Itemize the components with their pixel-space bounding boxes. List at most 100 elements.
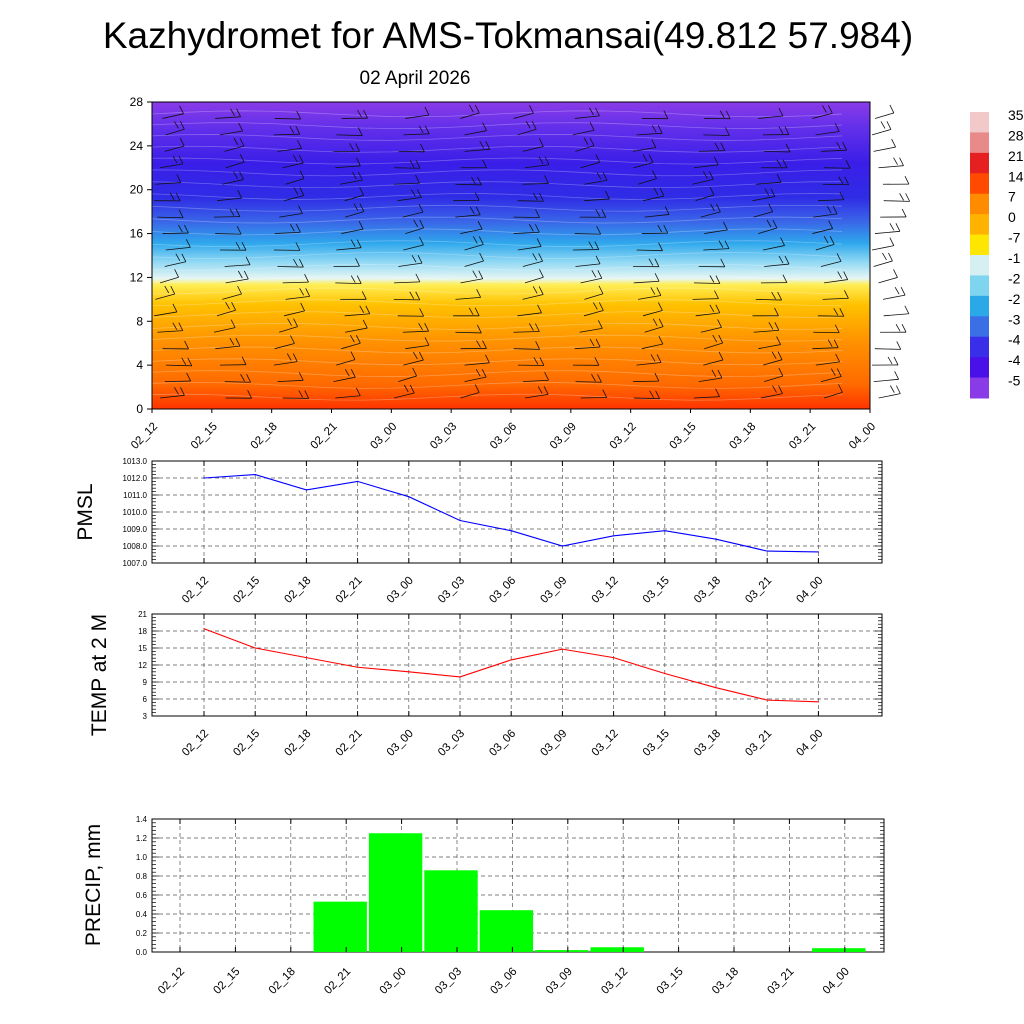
wind-barb-flag	[785, 143, 791, 153]
wind-barb-flag	[845, 160, 851, 169]
colorbar-label: 21	[1008, 148, 1024, 164]
wind-barb	[812, 228, 833, 234]
wind-barb-flag	[298, 390, 304, 398]
data-point	[408, 671, 410, 673]
wind-barb	[873, 146, 896, 152]
x-tick-label: 03_09	[538, 728, 569, 759]
wind-barb-flag	[485, 354, 490, 363]
wind-barb-flag	[471, 176, 476, 185]
wind-barb	[513, 331, 540, 333]
wind-barb-flag	[602, 389, 608, 398]
wind-barb-flag	[766, 219, 772, 228]
wind-barb-flag	[832, 205, 838, 215]
colorbar-label: 28	[1008, 127, 1024, 143]
wind-barb-flag	[889, 104, 895, 114]
wind-barb-flag	[650, 287, 656, 295]
wind-barb-flag	[482, 340, 487, 349]
wind-barb-flag	[299, 170, 305, 179]
wind-barb-flag	[363, 109, 368, 119]
wind-barb	[464, 362, 490, 366]
x-tick-label: 03_03	[436, 728, 467, 759]
colorbar-swatch	[970, 112, 989, 133]
wind-barb-flag	[235, 337, 241, 347]
wind-barb	[164, 380, 191, 382]
wind-barb	[274, 118, 301, 120]
colorbar-label: 14	[1008, 168, 1024, 184]
wind-barb-flag	[292, 154, 298, 163]
wind-barb-flag	[829, 236, 835, 245]
wind-barb-flag	[538, 156, 544, 164]
wind-barb-flag	[723, 221, 728, 231]
contour-line	[151, 228, 843, 236]
wind-barb	[871, 129, 892, 136]
wind-barb	[215, 345, 240, 350]
wind-barb-flag	[594, 357, 600, 366]
wind-barb	[282, 281, 309, 284]
wind-barb	[575, 145, 595, 152]
data-point	[305, 657, 307, 659]
wind-barb	[692, 179, 714, 185]
wind-barb-flag	[774, 322, 780, 331]
y-tick-label: 0.0	[136, 948, 148, 957]
wind-barb	[216, 309, 236, 317]
temp-panel: 3 6 9 12 15 18 21 02_12 02_15 02_18 02_21 03_00 03_0…	[88, 610, 883, 759]
wind-barb	[641, 343, 663, 350]
wind-barb	[580, 162, 600, 169]
x-tick-label: 03_00	[385, 575, 416, 606]
wind-barb-flag	[419, 308, 425, 317]
wind-barb	[644, 326, 664, 333]
data-point	[254, 647, 256, 649]
wind-barb-flag	[243, 270, 249, 280]
wind-barb-flag	[834, 123, 840, 132]
wind-barb-flag	[418, 203, 424, 213]
wind-barb-flag	[485, 141, 491, 150]
wind-barb-flag	[173, 121, 179, 129]
wind-barb	[344, 194, 364, 202]
wind-barb-flag	[594, 241, 600, 250]
wind-barb-flag	[778, 255, 784, 264]
wind-barb	[824, 279, 848, 284]
wind-barb-flag	[356, 157, 361, 167]
wind-barb-flag	[479, 141, 485, 149]
wind-barb-flag	[653, 187, 659, 196]
wind-barb	[574, 115, 600, 119]
wind-barb	[274, 231, 301, 234]
wind-barb-flag	[175, 253, 181, 261]
contour-line	[151, 311, 843, 318]
wind-barb-flag	[833, 339, 839, 348]
wind-barb-flag	[237, 270, 243, 279]
wind-barb	[336, 247, 362, 251]
colorbar-swatch	[970, 336, 989, 358]
contour-line	[151, 157, 843, 165]
wind-barb	[222, 293, 242, 300]
x-tick-label: 03_12	[608, 421, 639, 452]
wind-barb-flag	[418, 322, 423, 331]
wind-barb-flag	[472, 236, 478, 244]
wind-barb-flag	[350, 351, 356, 360]
wind-barb-flag	[784, 126, 790, 135]
wind-barb-flag	[236, 226, 242, 235]
wind-barb	[873, 378, 899, 382]
precip-bar	[535, 950, 589, 952]
wind-barb	[874, 230, 900, 234]
wind-barb-flag	[299, 187, 305, 196]
wind-barb-flag	[533, 193, 538, 201]
contour-line	[151, 216, 843, 224]
wind-barb-flag	[844, 176, 850, 185]
wind-barb	[812, 347, 839, 350]
wind-barb	[460, 392, 480, 399]
colorbar-swatch	[970, 173, 989, 195]
data-point	[613, 535, 615, 537]
wind-barb-flag	[304, 273, 309, 283]
wind-barb	[815, 131, 840, 136]
wind-barb-flag	[768, 322, 774, 330]
wind-barb	[693, 282, 720, 284]
wind-barb-flag	[899, 193, 904, 201]
x-tick-label: 03_09	[548, 421, 579, 452]
wind-barb	[638, 295, 661, 300]
colorbar-swatch	[970, 316, 989, 338]
y-tick-label: 8	[136, 314, 143, 328]
wind-barb-flag	[827, 105, 833, 114]
wind-barb-flag	[533, 357, 539, 365]
